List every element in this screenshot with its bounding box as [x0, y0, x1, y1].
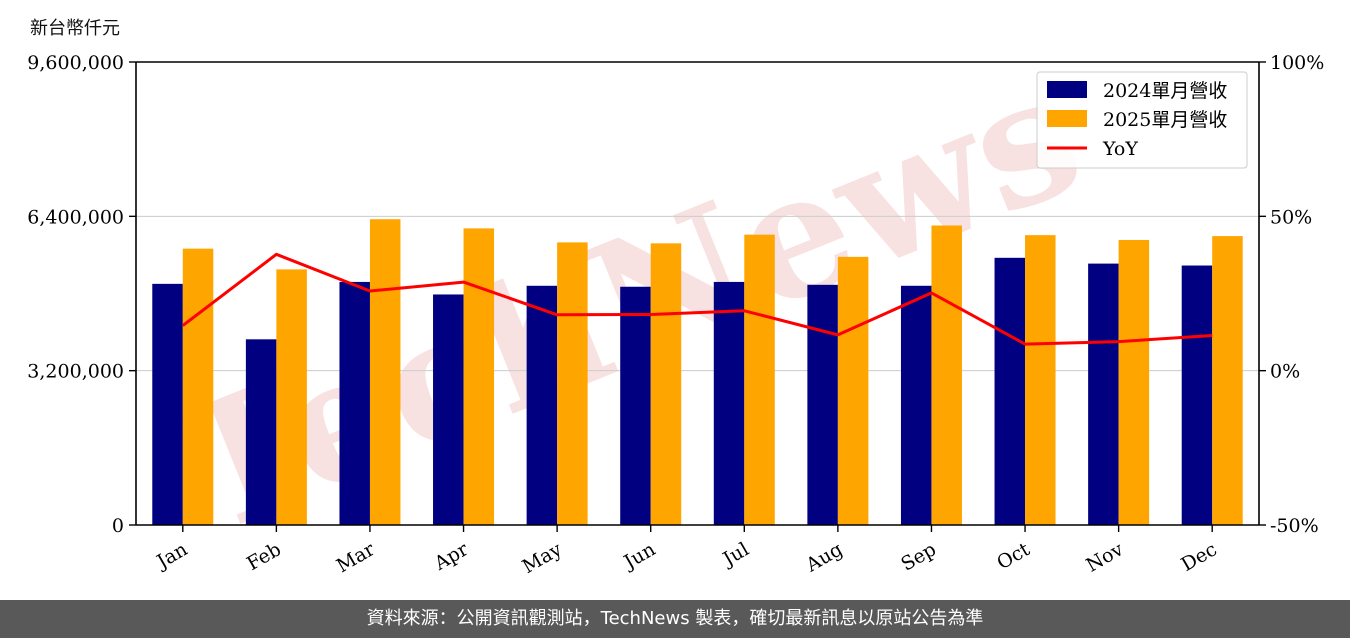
left-tick-label: 0 [112, 515, 124, 537]
bar-2025-aug [837, 256, 869, 525]
bar-2024-mar [339, 281, 370, 525]
bar-2024-oct [994, 257, 1026, 525]
bar-2025-jun [650, 243, 682, 525]
chart-container: TechNews03,200,0006,400,0009,600,000-50%… [27, 33, 1324, 578]
footer-text: 資料來源：公開資訊觀測站，TechNews 製表，確切最新訊息以原站公告為準 [366, 608, 984, 629]
bar-2025-jan [182, 248, 214, 525]
bar-2024-jul [713, 281, 745, 525]
right-tick-label: 50% [1270, 206, 1312, 228]
bar-2025-oct [1025, 235, 1056, 526]
bar-2024-aug [807, 284, 838, 525]
bar-2025-apr [463, 228, 495, 525]
x-tick-label-jun: Jun [619, 538, 660, 574]
bar-2025-dec [1212, 236, 1243, 525]
bar-2024-nov [1088, 263, 1119, 525]
x-tick-label-dec: Dec [1178, 538, 1221, 576]
x-tick-label-mar: Mar [333, 538, 379, 577]
x-tick-label-nov: Nov [1083, 538, 1128, 577]
bar-2025-mar [369, 219, 401, 525]
right-tick-label: -50% [1270, 515, 1319, 537]
bar-2024-may [526, 285, 558, 525]
legend-2024-swatch [1047, 81, 1087, 98]
legend-yoy-label: YoY [1102, 138, 1138, 160]
bar-2025-jul [744, 234, 775, 526]
x-tick-label-jan: Jan [152, 538, 192, 574]
left-tick-label: 3,200,000 [27, 361, 124, 383]
yoy-line [181, 252, 1213, 346]
x-tick-label-apr: Apr [430, 538, 473, 575]
x-tick-label-sep: Sep [897, 538, 940, 575]
legend-box [1036, 71, 1248, 169]
right-tick-label: 0% [1270, 361, 1300, 383]
bar-2024-jan [152, 283, 183, 525]
left-tick-label: 9,600,000 [27, 52, 124, 74]
x-tick-label-aug: Aug [801, 538, 846, 577]
y-axis-unit-label: 新台幣仟元 [30, 18, 120, 39]
right-tick-label: 100% [1270, 52, 1324, 74]
legend-2024-label: 2024單月營收 [1103, 80, 1227, 102]
x-tick-label-oct: Oct [993, 538, 1034, 574]
x-tick-label-jul: Jul [718, 538, 753, 571]
left-tick-label: 6,400,000 [27, 206, 124, 228]
bar-2025-nov [1118, 239, 1150, 525]
bar-2024-feb [245, 339, 277, 525]
bar-2024-apr [433, 294, 464, 525]
bar-2025-sep [931, 225, 962, 525]
bar-2025-may [557, 242, 588, 526]
bar-2024-dec [1181, 265, 1213, 525]
bar-2024-jun [620, 286, 651, 525]
revenue-chart: TechNews03,200,0006,400,0009,600,000-50%… [27, 33, 1324, 578]
bar-2025-feb [276, 269, 307, 525]
legend-2025-swatch [1047, 110, 1087, 127]
source-footer: 資料來源：公開資訊觀測站，TechNews 製表，確切最新訊息以原站公告為準 [0, 600, 1350, 638]
x-tick-label-may: May [519, 538, 566, 578]
bar-2024-sep [900, 285, 932, 525]
legend-2025-label: 2025單月營收 [1103, 109, 1227, 131]
